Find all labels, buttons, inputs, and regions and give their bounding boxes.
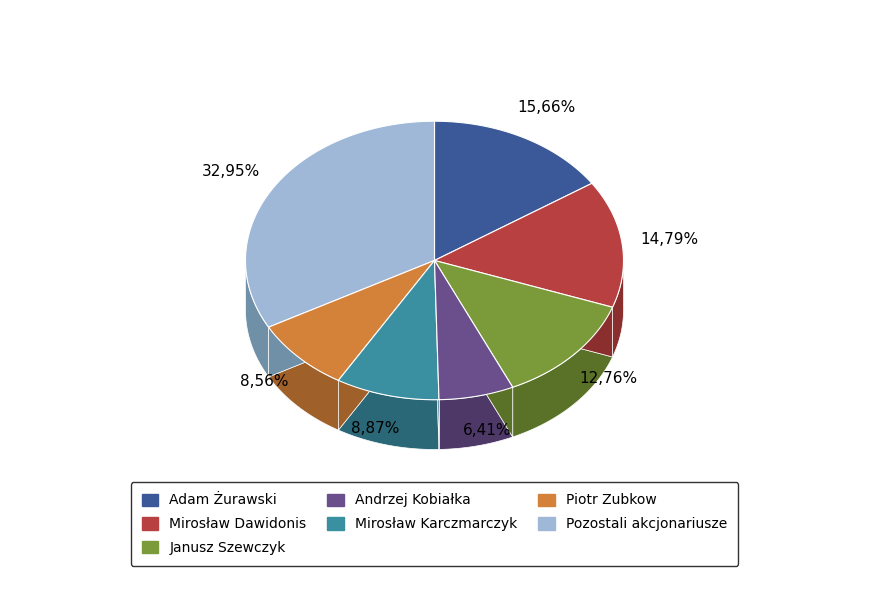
PathPatch shape	[246, 261, 269, 377]
PathPatch shape	[434, 260, 513, 437]
PathPatch shape	[434, 260, 439, 449]
Text: 14,79%: 14,79%	[640, 231, 698, 247]
PathPatch shape	[434, 260, 439, 449]
PathPatch shape	[613, 261, 623, 357]
PathPatch shape	[434, 260, 513, 400]
PathPatch shape	[338, 260, 434, 430]
PathPatch shape	[269, 260, 434, 377]
PathPatch shape	[434, 260, 613, 357]
PathPatch shape	[434, 260, 613, 387]
PathPatch shape	[269, 260, 434, 377]
PathPatch shape	[434, 183, 623, 307]
PathPatch shape	[434, 260, 513, 437]
PathPatch shape	[439, 387, 513, 449]
PathPatch shape	[513, 307, 613, 437]
PathPatch shape	[338, 260, 434, 430]
Text: 15,66%: 15,66%	[517, 100, 575, 114]
Text: 32,95%: 32,95%	[202, 164, 261, 179]
Text: 6,41%: 6,41%	[463, 423, 512, 438]
Legend: Adam Żurawski, Mirosław Dawidonis, Janusz Szewczyk, Andrzej Kobiałka, Mirosław K: Adam Żurawski, Mirosław Dawidonis, Janus…	[130, 482, 739, 566]
PathPatch shape	[338, 380, 439, 449]
Text: 12,76%: 12,76%	[580, 370, 638, 386]
PathPatch shape	[434, 121, 592, 260]
PathPatch shape	[434, 260, 613, 357]
Text: 8,56%: 8,56%	[241, 374, 289, 389]
PathPatch shape	[338, 260, 439, 400]
PathPatch shape	[246, 121, 434, 327]
Text: 8,87%: 8,87%	[351, 422, 399, 436]
PathPatch shape	[269, 327, 338, 430]
PathPatch shape	[269, 260, 434, 380]
